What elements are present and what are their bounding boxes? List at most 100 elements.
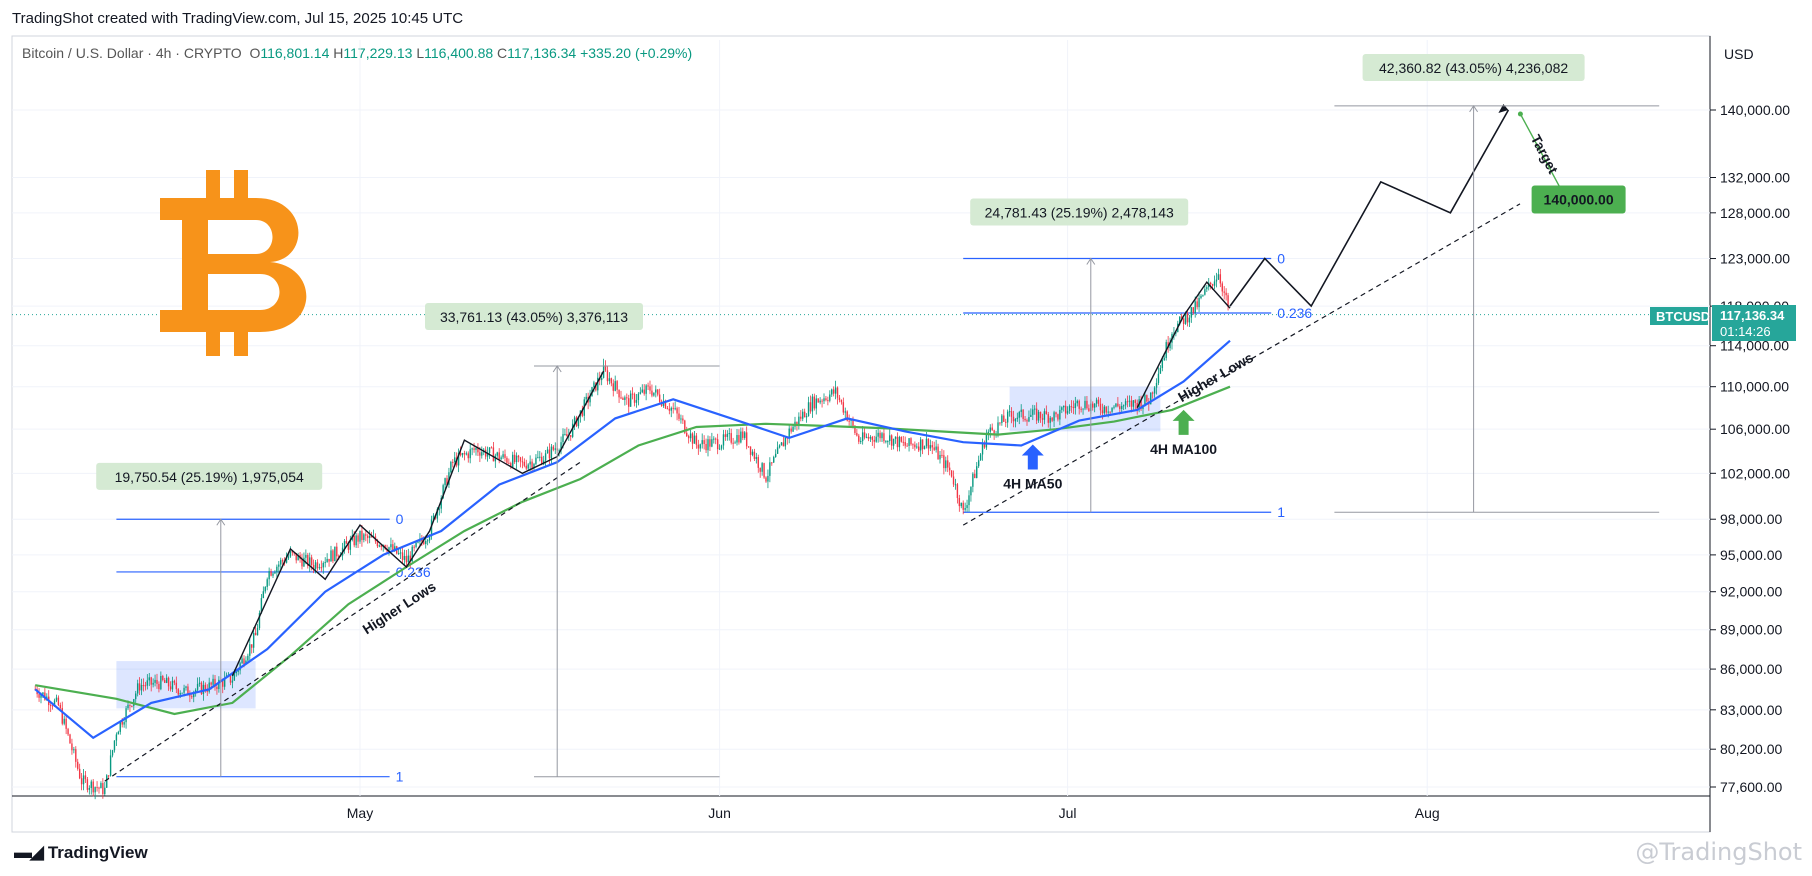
candle-body [508,462,510,464]
candle-body [496,452,498,456]
candle-body [577,416,580,427]
candle-body [82,775,85,785]
candle-body [1053,412,1055,421]
candle-body [689,433,692,439]
symbol-name[interactable]: Bitcoin / U.S. Dollar · 4h · CRYPTO [22,45,242,61]
candle-body [403,555,406,560]
tradingview-logo[interactable]: ▬◢ TradingView [14,842,148,863]
candle-body [193,692,195,698]
low-label: L [416,45,425,61]
candle-body [187,686,189,696]
y-tick-label: 114,000.00 [1720,338,1789,354]
candle-body [974,473,976,479]
candle-body [1184,313,1187,324]
candle-body [1024,418,1026,421]
candle-body [713,438,715,440]
candle-body [1045,411,1048,415]
candle-body [365,534,367,536]
candle-body [1037,411,1040,421]
candle-body [1213,281,1216,286]
candle-body [570,435,572,437]
candle-body [881,433,883,439]
candle-body [825,398,827,401]
candle-body [523,461,526,466]
price-axis[interactable]: 77,600.00 80,200.00 83,000.00 86,000.00 89,0… [1710,102,1790,795]
candle-body [140,684,143,691]
tradingview-mark-icon: ▬◢ [14,842,44,862]
candle-body [355,535,357,546]
candle-body [774,453,777,458]
candle-body [183,687,185,693]
candle-body [1028,416,1030,422]
candle-body [1225,292,1227,296]
candle-body [78,768,81,779]
consolidation-boxes [116,386,1161,709]
candle-body [1051,417,1053,421]
candle-body [1107,411,1109,413]
candle-body [1188,317,1191,323]
candle-body [527,464,529,469]
candle-body [964,508,966,510]
candle-body [121,721,123,725]
candle-body [216,686,218,690]
candle-body [1219,274,1222,284]
candle-body [281,560,284,562]
candle-body [805,416,808,418]
high-value: 117,229.13 [343,45,413,61]
x-tick-label: Jul [1059,805,1077,821]
candle-body [900,436,903,442]
candle-body [564,434,566,436]
candle-body [1020,409,1022,412]
candle-body [931,445,933,448]
candle-body [158,683,160,690]
candle-body [444,478,446,486]
candle-body [1049,417,1051,423]
candle-body [757,457,759,468]
candle-body [716,439,719,450]
candle-body [1084,400,1086,409]
candle-body [736,435,738,443]
candle-body [94,787,96,793]
time-axis[interactable]: May Jun Jul Aug [347,805,1440,821]
candle-body [908,438,910,446]
candle-body [1113,406,1115,408]
candle-body [1196,301,1198,308]
candle-body [171,680,174,690]
candle-body [307,554,309,566]
candle-body [409,555,411,562]
candle-body [834,387,837,394]
candle-body [1070,406,1073,408]
candle-body [376,541,379,547]
candle-body [146,680,149,686]
candle-body [831,389,833,395]
currency-label[interactable]: USD [1724,46,1754,62]
x-tick-label: Aug [1415,805,1440,821]
candle-body [548,449,551,459]
candle-body [562,434,564,443]
y-tick-label: 110,000.00 [1720,379,1789,395]
fib-levels: 0 0.236 1 0 0.236 1 [116,251,1312,785]
candle-body [1061,407,1063,410]
candle-body [440,498,442,509]
candle-body [802,411,804,419]
candle-body [541,456,543,465]
candle-body [962,502,964,510]
candle-body [233,673,236,681]
candle-body [664,400,667,409]
candle-body [674,408,676,410]
candle-body [55,697,58,701]
candle-body [71,743,73,751]
candle-body [357,535,359,542]
candle-body [1227,295,1229,307]
candle-body [326,558,328,563]
candle-body [343,541,346,548]
open-label: O [249,45,261,61]
y-tick-label: 80,200.00 [1720,741,1782,757]
candle-body [411,546,413,562]
ma100-line [35,385,1231,716]
candle-body [1039,411,1042,419]
candle-body [633,394,636,403]
candle-body [945,460,947,469]
candle-body [1082,408,1084,410]
